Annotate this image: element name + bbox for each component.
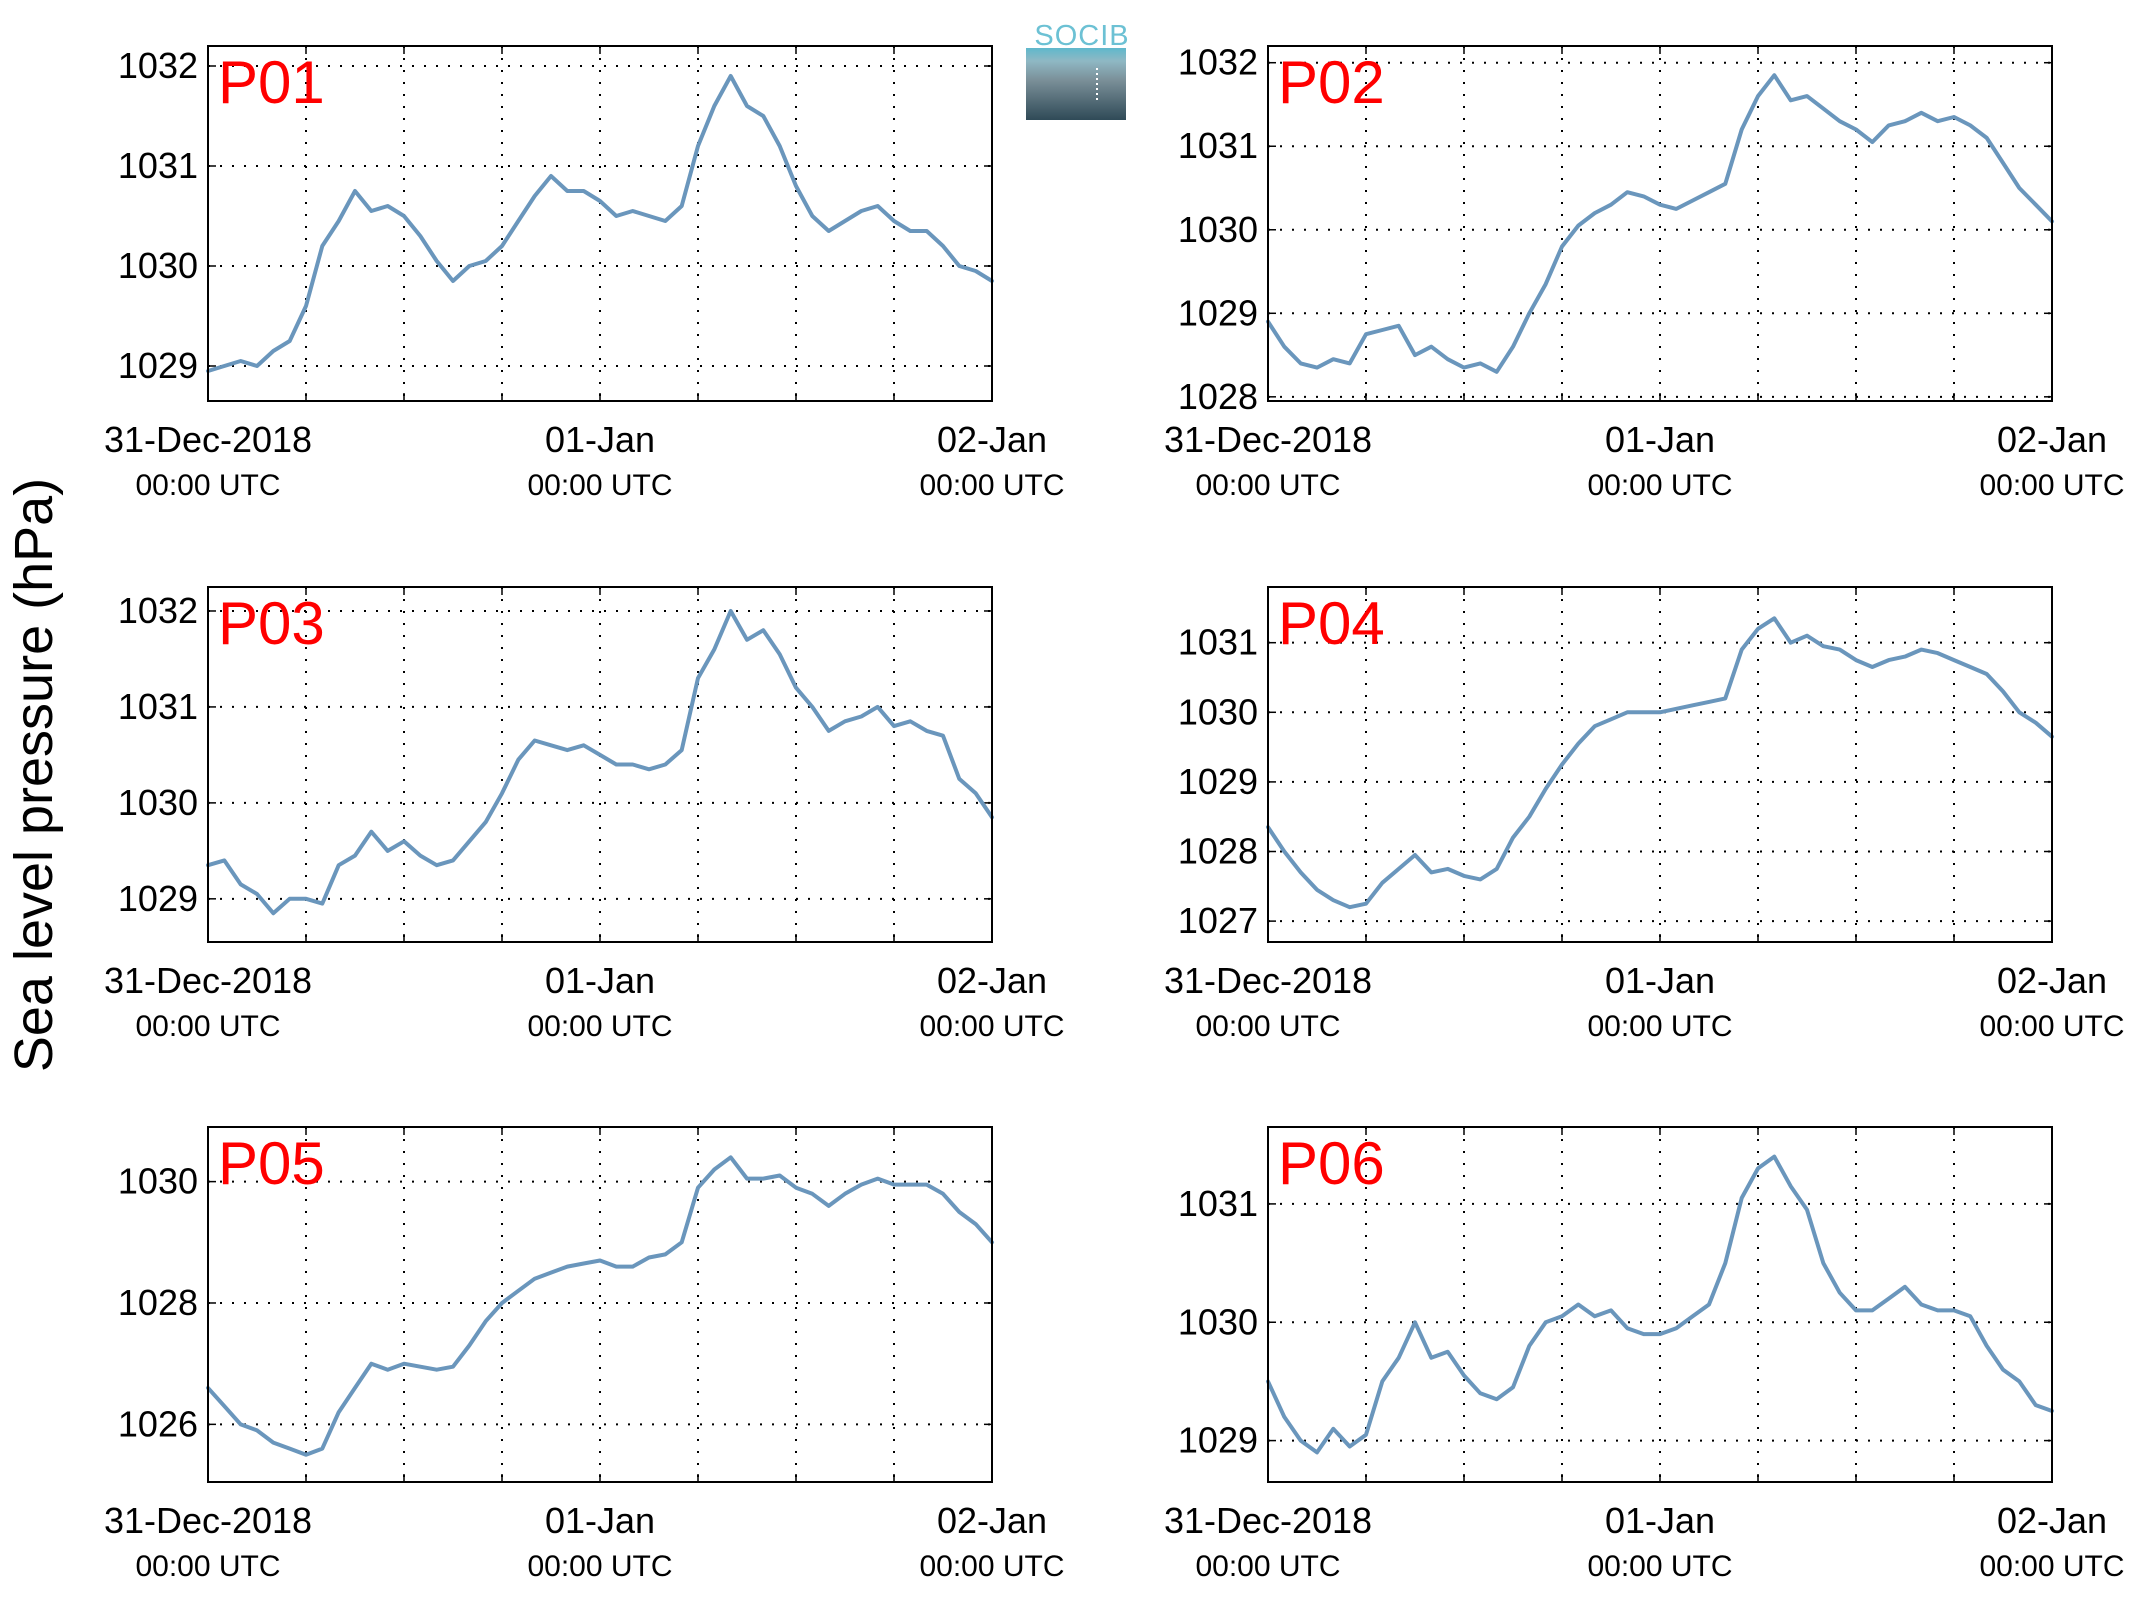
- panel-p06: 1029 1030 1031 P06 31-Dec-2018 00:00 UTC 01-Ja…: [1164, 1126, 2125, 1583]
- x-tick-time-label: 00:00 UTC: [1195, 469, 1340, 502]
- y-tick-label: 1030: [1178, 691, 1258, 732]
- y-tick-label: 1029: [1178, 292, 1258, 333]
- panel-label: P04: [1278, 590, 1385, 657]
- x-tick-date-label: 31-Dec-2018: [1164, 1500, 1372, 1541]
- y-tick-label: 1031: [1178, 125, 1258, 166]
- x-tick-date-label: 02-Jan: [937, 1500, 1047, 1541]
- y-tick-label: 1026: [118, 1403, 198, 1444]
- y-tick-label: 1029: [1178, 1420, 1258, 1461]
- y-tick-label: 1031: [118, 145, 198, 186]
- series-line-p03: [206, 609, 994, 916]
- plot-frame: [1267, 1126, 2053, 1483]
- panel-p05: 1026 1028 1030 P05 31-Dec-2018 00:00 UTC 01-Ja…: [104, 1126, 1065, 1583]
- panel-p01: 1029 1030 1031 1032 P01 31-Dec-2018 00:00 UTC 0…: [104, 45, 1065, 502]
- y-tick-label: 1032: [118, 45, 198, 86]
- panel-label: P03: [218, 590, 325, 657]
- x-tick-time-label: 00:00 UTC: [527, 1010, 672, 1043]
- x-tick-date-label: 31-Dec-2018: [104, 1500, 312, 1541]
- x-tick-time-label: 00:00 UTC: [135, 469, 280, 502]
- series-line-p06: [1266, 1154, 2054, 1455]
- socib-logo: SOCIB: [1026, 20, 1129, 120]
- x-tick-time-label: 00:00 UTC: [919, 1010, 1064, 1043]
- y-tick-label: 1032: [118, 590, 198, 631]
- x-tick-time-label: 00:00 UTC: [1587, 469, 1732, 502]
- x-tick-date-label: 31-Dec-2018: [1164, 960, 1372, 1001]
- panel-p04: 1027 1028 1029 1030 1031 P04 31-Dec-2018 00:00 …: [1164, 586, 2125, 1043]
- panel-p02: 1028 1029 1030 1031 1032 P02 31-Dec-2018 00:00 …: [1164, 42, 2125, 502]
- plot-frame: [207, 1126, 993, 1483]
- y-tick-label: 1031: [1178, 622, 1258, 663]
- x-tick-time-label: 00:00 UTC: [135, 1550, 280, 1583]
- panel-label: P01: [218, 49, 325, 116]
- series-line-p05: [206, 1155, 994, 1457]
- x-tick-date-label: 02-Jan: [937, 960, 1047, 1001]
- x-tick-date-label: 02-Jan: [1997, 1500, 2107, 1541]
- y-tick-label: 1029: [1178, 761, 1258, 802]
- x-tick-date-label: 02-Jan: [937, 419, 1047, 460]
- y-tick-label: 1029: [118, 878, 198, 919]
- x-tick-time-label: 00:00 UTC: [1195, 1010, 1340, 1043]
- x-tick-time-label: 00:00 UTC: [919, 1550, 1064, 1583]
- panel-label: P06: [1278, 1130, 1385, 1197]
- panel-p03: 1029 1030 1031 1032 P03 31-Dec-2018 00:00 UTC 0…: [104, 586, 1065, 1043]
- socib-logo-text: SOCIB: [1034, 20, 1129, 52]
- x-tick-date-label: 01-Jan: [545, 419, 655, 460]
- x-tick-date-label: 01-Jan: [1605, 419, 1715, 460]
- x-tick-date-label: 31-Dec-2018: [104, 960, 312, 1001]
- y-axis-label: Sea level pressure (hPa): [4, 478, 64, 1072]
- x-tick-time-label: 00:00 UTC: [1979, 1550, 2124, 1583]
- y-tick-label: 1030: [118, 245, 198, 286]
- y-tick-label: 1028: [118, 1282, 198, 1323]
- series-line-p02: [1266, 73, 2054, 374]
- x-tick-time-label: 00:00 UTC: [527, 1550, 672, 1583]
- socib-logo-mark: [1026, 48, 1126, 120]
- x-tick-time-label: 00:00 UTC: [135, 1010, 280, 1043]
- series-line-p04: [1266, 616, 2054, 910]
- y-tick-label: 1030: [1178, 1301, 1258, 1342]
- x-tick-date-label: 02-Jan: [1997, 419, 2107, 460]
- x-tick-time-label: 00:00 UTC: [1979, 469, 2124, 502]
- x-tick-date-label: 01-Jan: [1605, 960, 1715, 1001]
- x-tick-time-label: 00:00 UTC: [919, 469, 1064, 502]
- y-tick-label: 1030: [1178, 209, 1258, 250]
- y-tick-label: 1031: [118, 686, 198, 727]
- y-tick-label: 1031: [1178, 1183, 1258, 1224]
- plot-frame: [1267, 586, 2053, 943]
- x-tick-date-label: 31-Dec-2018: [104, 419, 312, 460]
- x-tick-date-label: 01-Jan: [1605, 1500, 1715, 1541]
- x-tick-date-label: 01-Jan: [545, 1500, 655, 1541]
- y-tick-label: 1027: [1178, 900, 1258, 941]
- x-tick-time-label: 00:00 UTC: [527, 469, 672, 502]
- series-line-p01: [206, 74, 994, 373]
- x-tick-time-label: 00:00 UTC: [1587, 1550, 1732, 1583]
- x-tick-date-label: 01-Jan: [545, 960, 655, 1001]
- panels-container: 1029 1030 1031 1032 P01 31-Dec-2018 00:00 UTC 0…: [104, 42, 2125, 1583]
- x-tick-time-label: 00:00 UTC: [1979, 1010, 2124, 1043]
- panel-label: P02: [1278, 49, 1385, 116]
- plot-frame: [207, 45, 993, 402]
- y-tick-label: 1032: [1178, 42, 1258, 83]
- y-tick-label: 1030: [118, 782, 198, 823]
- panel-label: P05: [218, 1130, 325, 1197]
- y-tick-label: 1028: [1178, 831, 1258, 872]
- x-tick-time-label: 00:00 UTC: [1195, 1550, 1340, 1583]
- plot-frame: [1267, 45, 2053, 402]
- x-tick-date-label: 31-Dec-2018: [1164, 419, 1372, 460]
- x-tick-date-label: 02-Jan: [1997, 960, 2107, 1001]
- y-tick-label: 1030: [118, 1161, 198, 1202]
- plot-frame: [207, 586, 993, 943]
- y-tick-label: 1028: [1178, 376, 1258, 417]
- y-tick-label: 1029: [118, 345, 198, 386]
- x-tick-time-label: 00:00 UTC: [1587, 1010, 1732, 1043]
